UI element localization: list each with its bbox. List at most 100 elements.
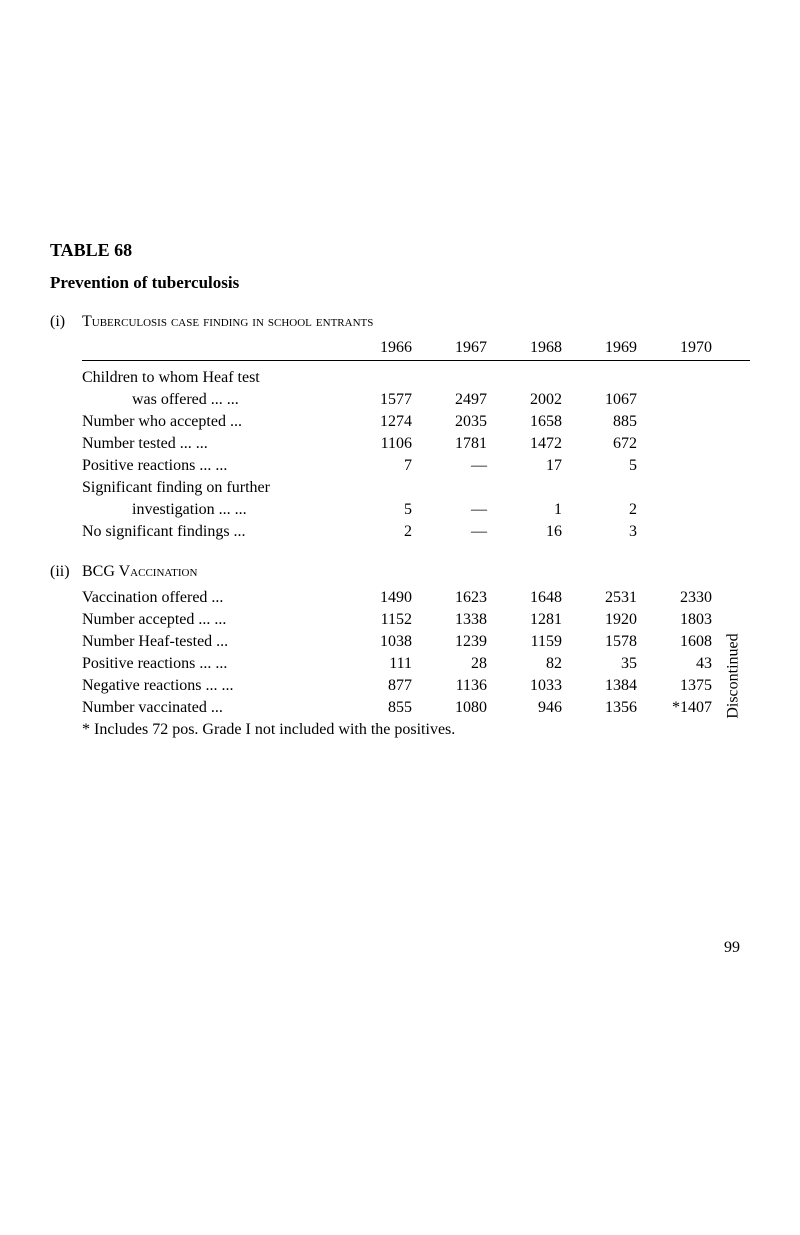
row-label: Negative reactions ... ... (82, 677, 337, 695)
section-i-title: Tuberculosis case finding in school entr… (82, 313, 373, 331)
table-row: Number who accepted ... 1274 2035 1658 8… (82, 413, 750, 431)
row-label: Children to whom Heaf test (82, 369, 337, 387)
cell: 1159 (487, 633, 562, 651)
cell: 2531 (562, 589, 637, 607)
header-spacer (82, 339, 337, 357)
row-label: Number tested ... ... (82, 435, 337, 453)
year-1966: 1966 (337, 339, 412, 357)
table-row: Vaccination offered ... 1490 1623 1648 2… (82, 589, 750, 607)
cell: 2 (562, 501, 637, 519)
cell: 1080 (412, 699, 487, 717)
section-ii-title: BCG Vaccination (82, 563, 197, 581)
cell: 16 (487, 523, 562, 541)
cell: 2 (337, 523, 412, 541)
table-number: TABLE 68 (50, 240, 750, 261)
table-row: Number vaccinated ... 855 1080 946 1356 … (82, 699, 750, 717)
cell: *1407 (637, 699, 712, 717)
cell: 35 (562, 655, 637, 673)
cell: 1239 (412, 633, 487, 651)
row-label: Significant finding on further (82, 479, 337, 497)
cell: 1375 (637, 677, 712, 695)
year-1969: 1969 (562, 339, 637, 357)
cell: 111 (337, 655, 412, 673)
year-1967: 1967 (412, 339, 487, 357)
cell: 885 (562, 413, 637, 431)
cell: 1920 (562, 611, 637, 629)
cell: — (412, 501, 487, 519)
cell: 1338 (412, 611, 487, 629)
section-ii-num: (ii) (50, 563, 82, 581)
row-label: was offered ... ... (82, 391, 337, 409)
row-label: Number who accepted ... (82, 413, 337, 431)
years-header: 1966 1967 1968 1969 1970 (82, 339, 750, 361)
cell: 1106 (337, 435, 412, 453)
cell: 946 (487, 699, 562, 717)
cell: 1281 (487, 611, 562, 629)
table-row: investigation ... ... 5 — 1 2 (82, 501, 750, 519)
cell: 1038 (337, 633, 412, 651)
cell: — (412, 457, 487, 475)
cell: 1 (487, 501, 562, 519)
cell: 1067 (562, 391, 637, 409)
table-row: Number Heaf-tested ... 1038 1239 1159 15… (82, 633, 750, 651)
row-label: Number Heaf-tested ... (82, 633, 337, 651)
cell: 672 (562, 435, 637, 453)
table-row: No significant findings ... 2 — 16 3 (82, 523, 750, 541)
year-1970: 1970 (637, 339, 712, 357)
cell: 1623 (412, 589, 487, 607)
cell: 1781 (412, 435, 487, 453)
year-1968: 1968 (487, 339, 562, 357)
row-label: No significant findings ... (82, 523, 337, 541)
discontinued-label: Discontinued (724, 633, 742, 718)
row-label: Number vaccinated ... (82, 699, 337, 717)
cell: 1490 (337, 589, 412, 607)
cell: 1356 (562, 699, 637, 717)
row-label: Number accepted ... ... (82, 611, 337, 629)
table-row: was offered ... ... 1577 2497 2002 1067 (82, 391, 750, 409)
cell: 855 (337, 699, 412, 717)
cell: 43 (637, 655, 712, 673)
row-label: investigation ... ... (82, 501, 337, 519)
cell: 1658 (487, 413, 562, 431)
cell: 28 (412, 655, 487, 673)
cell: — (412, 523, 487, 541)
cell: 1608 (637, 633, 712, 651)
cell: 1577 (337, 391, 412, 409)
cell: 7 (337, 457, 412, 475)
cell: 1578 (562, 633, 637, 651)
cell: 1472 (487, 435, 562, 453)
table-row: Negative reactions ... ... 877 1136 1033… (82, 677, 750, 695)
cell: 17 (487, 457, 562, 475)
spacer (50, 545, 750, 563)
row-label: Positive reactions ... ... (82, 655, 337, 673)
table-row: Number tested ... ... 1106 1781 1472 672 (82, 435, 750, 453)
cell: 2035 (412, 413, 487, 431)
cell: 877 (337, 677, 412, 695)
table-row: Positive reactions ... ... 111 28 82 35 … (82, 655, 750, 673)
table-row: Children to whom Heaf test (82, 369, 750, 387)
cell: 1274 (337, 413, 412, 431)
prevention-title: Prevention of tuberculosis (50, 273, 750, 293)
cell: 2497 (412, 391, 487, 409)
section-i-num: (i) (50, 313, 82, 331)
section-i-header: (i) Tuberculosis case finding in school … (50, 313, 750, 331)
footnote: * Includes 72 pos. Grade I not included … (82, 721, 750, 739)
page-container: TABLE 68 Prevention of tuberculosis (i) … (50, 240, 750, 957)
cell: 2002 (487, 391, 562, 409)
cell: 3 (562, 523, 637, 541)
table-row: Positive reactions ... ... 7 — 17 5 (82, 457, 750, 475)
cell: 1803 (637, 611, 712, 629)
cell: 1384 (562, 677, 637, 695)
row-label: Positive reactions ... ... (82, 457, 337, 475)
cell: 5 (337, 501, 412, 519)
table-row: Significant finding on further (82, 479, 750, 497)
cell: 82 (487, 655, 562, 673)
table-row: Number accepted ... ... 1152 1338 1281 1… (82, 611, 750, 629)
cell: 1152 (337, 611, 412, 629)
cell: 1648 (487, 589, 562, 607)
cell: 2330 (637, 589, 712, 607)
page-number: 99 (50, 939, 750, 957)
cell: 1033 (487, 677, 562, 695)
section-ii-header: (ii) BCG Vaccination (50, 563, 750, 581)
cell: 1136 (412, 677, 487, 695)
